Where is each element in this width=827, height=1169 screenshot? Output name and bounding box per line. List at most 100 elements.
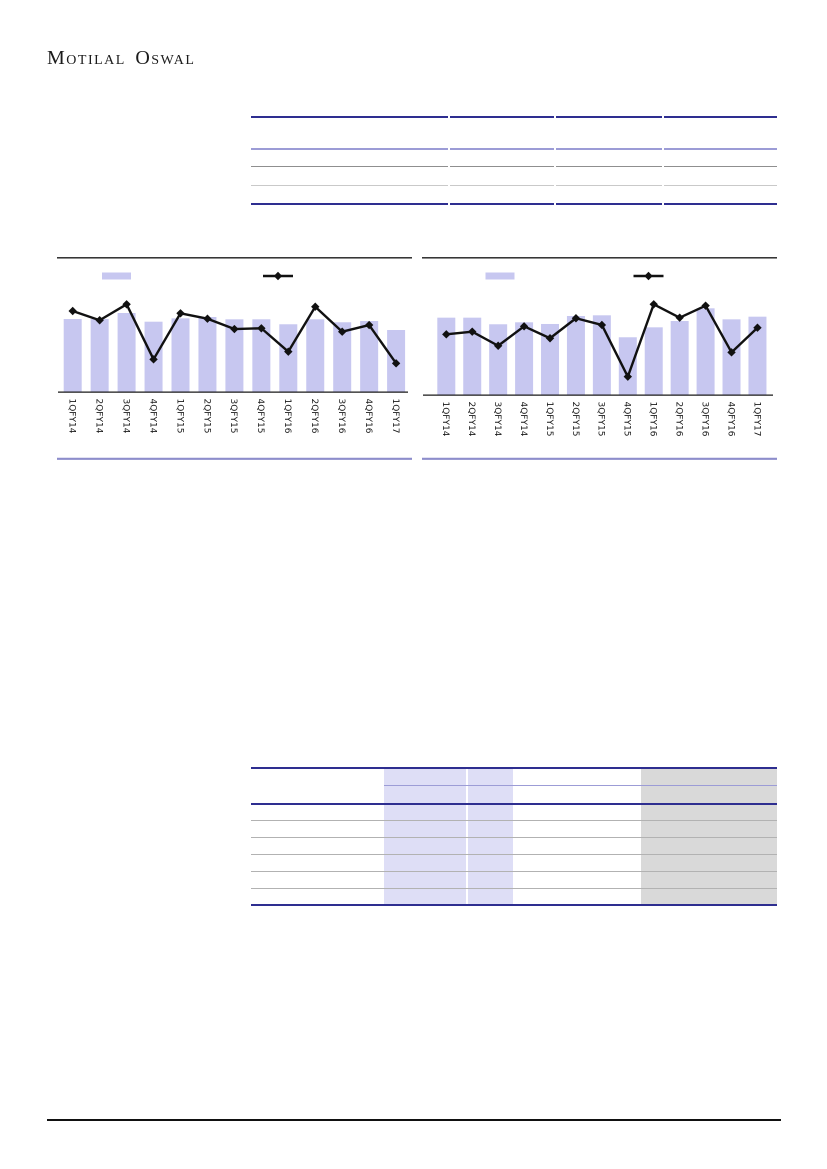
x-axis-label: 3QFY16	[699, 402, 709, 437]
bar	[252, 319, 271, 392]
x-axis-label: 2QFY14	[466, 402, 476, 437]
table-rule-bottom	[251, 203, 777, 205]
gray-highlight-block	[641, 767, 777, 906]
bar	[566, 315, 585, 395]
bar	[117, 312, 136, 392]
lavender-highlight-block	[384, 767, 513, 906]
line-series-marker	[364, 320, 374, 330]
x-axis-label: 2QFY16	[309, 399, 319, 434]
bar	[225, 319, 244, 392]
footer-rule	[47, 1119, 781, 1121]
chart-left: 1QFY14 2QFY14 3QFY14 4QFY14 1QFY15 2QFY15 3QFY…	[57, 257, 412, 460]
x-axis-label: 1QFY16	[648, 402, 658, 437]
line-series-marker	[391, 359, 401, 368]
bar	[63, 319, 82, 392]
x-axis-label: 4QFY15	[255, 399, 265, 434]
x-axis-label: 4QFY14	[518, 402, 528, 437]
x-axis-label: 3QFY14	[492, 402, 502, 437]
bar	[748, 316, 767, 395]
x-axis-label: 2QFY15	[201, 399, 211, 434]
line-series-marker	[176, 309, 185, 318]
line-series-marker	[701, 301, 710, 310]
table-rule-header	[251, 803, 777, 805]
x-axis-label: 2QFY16	[674, 402, 684, 437]
table-rule-top	[251, 116, 777, 118]
bar	[463, 317, 482, 395]
legend-bar-swatch	[485, 272, 515, 280]
bar	[722, 319, 741, 395]
x-axis-label: 2QFY14	[93, 399, 103, 434]
table-rule-row-4	[251, 871, 777, 872]
chart-right-plot: 1QFY14 2QFY14 3QFY14 4QFY14 1QFY15 2QFY15 3QFY…	[422, 257, 777, 460]
x-axis-label: 1QFY16	[282, 399, 292, 434]
brand-logo: Motilal Oswal	[47, 47, 196, 69]
legend-line-marker-diamond	[644, 271, 653, 281]
table-rule-header	[251, 148, 777, 150]
line-series-marker	[203, 314, 212, 323]
bar	[437, 317, 456, 395]
x-axis-label: 3QFY16	[336, 399, 346, 434]
table-column-gap	[554, 116, 556, 206]
table-rule-row-5	[251, 888, 777, 889]
legend-bar-swatch	[102, 272, 131, 280]
line-series-marker	[338, 327, 347, 336]
bar	[541, 323, 560, 395]
x-axis-label: 4QFY16	[725, 402, 735, 437]
table-rule-row-2	[251, 185, 777, 186]
line-series-marker	[68, 306, 77, 316]
bar	[644, 327, 663, 395]
x-axis-label: 2QFY15	[570, 402, 580, 437]
x-axis-label: 4QFY15	[622, 402, 632, 437]
table-rule-row-1	[251, 820, 777, 821]
x-axis-label: 3QFY15	[228, 399, 238, 434]
x-axis-label: 3QFY14	[120, 399, 130, 434]
legend-line-marker-diamond	[273, 271, 283, 281]
bar	[618, 337, 637, 395]
line-series-marker	[468, 327, 477, 336]
highlight-block-divider	[466, 767, 468, 906]
bar	[171, 318, 190, 392]
line-series-marker	[149, 355, 158, 364]
bar	[360, 321, 379, 392]
line-series-marker	[257, 324, 266, 333]
bar	[696, 308, 715, 395]
bar	[90, 319, 109, 392]
table-rule-top	[251, 767, 777, 769]
line-series-marker	[597, 320, 607, 330]
bar	[489, 324, 508, 395]
line-series-marker	[95, 316, 104, 325]
x-axis-label: 1QFY17	[390, 399, 400, 434]
line-series-marker	[442, 330, 451, 339]
x-axis-label: 3QFY15	[596, 402, 606, 437]
bar	[333, 322, 352, 392]
line-series-marker	[311, 302, 320, 311]
x-axis-label: 4QFY16	[363, 399, 373, 434]
table-column-gap	[448, 116, 450, 206]
line-series-marker	[727, 348, 736, 357]
x-axis-label: 1QFY15	[174, 399, 184, 434]
top-summary-table	[251, 116, 777, 206]
bottom-summary-table	[251, 767, 777, 906]
table-rule-row-2	[251, 837, 777, 838]
line-series-marker	[122, 300, 131, 309]
line-series-marker	[649, 300, 658, 309]
table-rule-bottom	[251, 904, 777, 906]
x-axis-label: 1QFY17	[751, 402, 761, 437]
table-column-gap	[662, 116, 664, 206]
bar	[670, 321, 689, 395]
x-axis-label: 1QFY14	[67, 399, 77, 434]
chart-right: 1QFY14 2QFY14 3QFY14 4QFY14 1QFY15 2QFY15 3QFY…	[422, 257, 777, 460]
table-rule-row-3	[251, 854, 777, 855]
line-series-marker	[284, 347, 293, 356]
x-axis-label: 1QFY15	[544, 402, 554, 437]
bar	[306, 319, 325, 392]
bar	[515, 322, 534, 395]
x-axis-label: 1QFY14	[440, 402, 450, 437]
line-series-marker	[675, 313, 684, 322]
x-axis-label: 4QFY14	[147, 399, 157, 434]
line-series-marker	[519, 322, 529, 331]
bar	[279, 324, 298, 392]
line-series-marker	[493, 341, 503, 350]
table-rule-subheader	[384, 785, 777, 786]
chart-left-plot: 1QFY14 2QFY14 3QFY14 4QFY14 1QFY15 2QFY15 3QFY…	[57, 257, 412, 460]
